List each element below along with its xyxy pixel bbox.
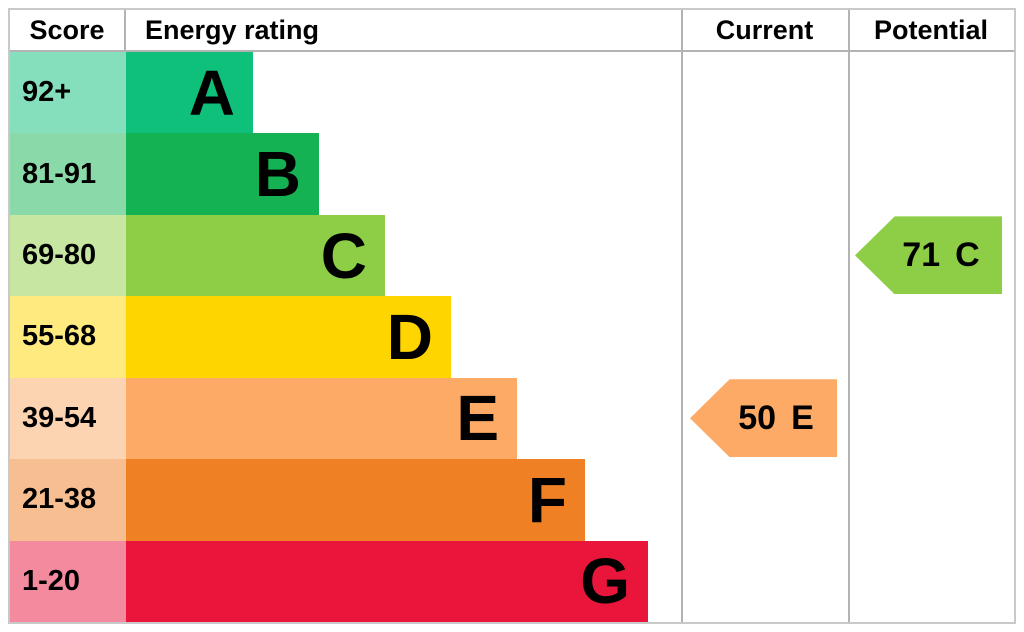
epc-rating-chart: Score Energy rating Current Potential 92… [8, 8, 1016, 624]
score-range-d: 55-68 [10, 296, 126, 378]
band-rows: 92+ A 81-91 B 69-80 C 55-68 D 39-54 E 21… [10, 52, 1014, 622]
score-range-a: 92+ [10, 52, 126, 134]
potential-column-header: Potential [873, 14, 988, 45]
band-row-d: 55-68 D [10, 296, 1014, 378]
band-bar-d: D [126, 296, 451, 378]
band-bar-g: G [126, 540, 648, 622]
band-row-b: 81-91 B [10, 133, 1014, 215]
band-row-g: 1-20 G [10, 540, 1014, 622]
score-range-g: 1-20 [10, 540, 126, 622]
band-bar-a: A [126, 52, 253, 134]
band-bar-f: F [126, 459, 585, 541]
potential-rating-letter: C [955, 235, 980, 274]
band-row-a: 92+ A [10, 52, 1014, 134]
band-bar-c: C [126, 214, 385, 297]
potential-score: 71 [902, 235, 941, 274]
band-row-c: 69-80 C [10, 214, 1014, 297]
potential-column-divider [848, 10, 850, 622]
band-row-e: 39-54 E [10, 377, 1014, 460]
score-range-b: 81-91 [10, 133, 126, 215]
score-column-header: Score [10, 10, 126, 50]
current-rating-letter: E [791, 398, 814, 437]
band-row-f: 21-38 F [10, 459, 1014, 541]
band-bar-e: E [126, 377, 517, 460]
chart-header: Score Energy rating Current Potential [10, 10, 1014, 52]
score-range-e: 39-54 [10, 377, 126, 460]
current-column-divider [681, 10, 683, 622]
energy-rating-column-header: Energy rating [145, 14, 320, 45]
current-column-header: Current [715, 14, 814, 45]
current-score: 50 [738, 398, 777, 437]
score-range-c: 69-80 [10, 214, 126, 297]
score-range-f: 21-38 [10, 459, 126, 541]
band-bar-b: B [126, 133, 319, 215]
